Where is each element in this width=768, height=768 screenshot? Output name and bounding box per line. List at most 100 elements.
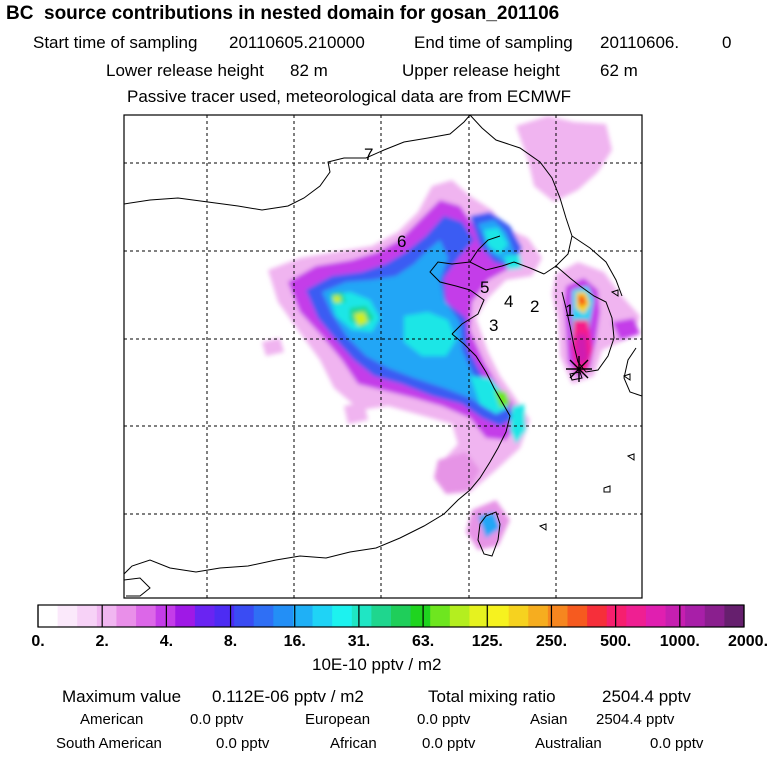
region-value-european: 0.0 pptv bbox=[417, 711, 471, 728]
island-hainan bbox=[124, 577, 151, 597]
region-value-american: 0.0 pptv bbox=[190, 711, 244, 728]
max-label: Maximum value bbox=[62, 687, 182, 706]
region-value-south-american: 0.0 pptv bbox=[216, 735, 270, 752]
region-label-4: 4 bbox=[504, 292, 513, 311]
colorbar-cell bbox=[508, 605, 529, 627]
colorbar-cell bbox=[626, 605, 647, 627]
island-taiwan bbox=[477, 511, 501, 557]
colorbar-tick-label: 16. bbox=[284, 633, 306, 650]
colorbar-cell bbox=[371, 605, 392, 627]
region-name-european: European bbox=[305, 711, 371, 728]
island-small-1 bbox=[603, 485, 611, 493]
colorbar-tick-label: 125. bbox=[472, 633, 503, 650]
colorbar-cell bbox=[391, 605, 412, 627]
coast-liaodong bbox=[469, 235, 501, 263]
colorbar-cell bbox=[449, 605, 470, 627]
colorbar-cell bbox=[567, 605, 588, 627]
region-label-3: 3 bbox=[489, 316, 498, 335]
colorbar-cell bbox=[469, 605, 490, 627]
colorbar-cell bbox=[312, 605, 333, 627]
receptor-star-icon bbox=[566, 356, 592, 382]
colorbar-cell bbox=[96, 605, 117, 627]
lower-release-label: Lower release height bbox=[106, 61, 264, 80]
lower-release-value: 82 m bbox=[290, 61, 328, 80]
plume-cyan-north bbox=[484, 228, 508, 254]
end-label: End time of sampling bbox=[414, 33, 573, 52]
island-small-5 bbox=[610, 289, 619, 297]
colorbar-cell bbox=[547, 605, 568, 627]
coast-korea bbox=[555, 265, 615, 373]
colorbar-cell bbox=[175, 605, 196, 627]
coast-korea-north bbox=[571, 235, 623, 297]
colorbar-cell bbox=[38, 605, 59, 627]
plume-cyan-3 bbox=[470, 376, 508, 414]
colorbar bbox=[37, 604, 745, 628]
island-small-4 bbox=[538, 523, 547, 531]
island-jeju bbox=[569, 371, 583, 381]
colorbar-cell bbox=[136, 605, 157, 627]
colorbar-cell bbox=[77, 605, 98, 627]
colorbar-cell bbox=[332, 605, 353, 627]
plume-cyan-4 bbox=[510, 404, 526, 444]
region-value-asian: 2504.4 pptv bbox=[596, 711, 675, 728]
plume-korea-red bbox=[578, 296, 586, 306]
map-frame bbox=[123, 114, 643, 599]
colorbar-cell bbox=[606, 605, 627, 627]
colorbar-tick-label: 500. bbox=[600, 633, 631, 650]
upper-release-value: 62 m bbox=[600, 61, 638, 80]
plume-small-sw bbox=[344, 402, 368, 424]
colorbar-unit: 10E-10 pptv / m2 bbox=[312, 655, 442, 674]
region-value-african: 0.0 pptv bbox=[422, 735, 476, 752]
region-label-5: 5 bbox=[480, 278, 489, 297]
plume-east-patch bbox=[612, 318, 640, 340]
end-suffix: 0 bbox=[722, 33, 732, 52]
plume-cyan-2 bbox=[404, 312, 456, 356]
plume-yellow-2 bbox=[333, 296, 341, 302]
colorbar-tick-label: 2. bbox=[96, 633, 109, 650]
plume-yellow-1 bbox=[354, 312, 368, 326]
colorbar-tick-label: 250. bbox=[536, 633, 567, 650]
colorbar-cell bbox=[234, 605, 255, 627]
colorbar-cell bbox=[528, 605, 549, 627]
region-name-south-american: South American bbox=[56, 735, 162, 752]
colorbar-cell bbox=[645, 605, 666, 627]
colorbar-tick-label: 63. bbox=[412, 633, 434, 650]
colorbar-tick-label: 31. bbox=[348, 633, 370, 650]
colorbar-cell bbox=[351, 605, 372, 627]
end-value: 20110606. bbox=[600, 33, 680, 52]
coast-bohai bbox=[429, 261, 545, 335]
coast-japan bbox=[623, 347, 642, 397]
colorbar-tick-label: 2000. bbox=[728, 633, 768, 650]
colorbar-cell bbox=[587, 605, 608, 627]
region-label-7: 7 bbox=[364, 145, 373, 164]
region-name-african: African bbox=[330, 735, 377, 752]
colorbar-tick-label: 4. bbox=[160, 633, 173, 650]
colorbar-cell bbox=[155, 605, 176, 627]
island-small-2 bbox=[626, 453, 635, 461]
max-value: 0.112E-06 pptv / m2 bbox=[212, 687, 364, 706]
colorbar-tick-label: 0. bbox=[31, 633, 44, 650]
colorbar-tick-label: 1000. bbox=[660, 633, 700, 650]
coast-china-east bbox=[124, 333, 511, 575]
colorbar-cell bbox=[724, 605, 745, 627]
total-label: Total mixing ratio bbox=[428, 687, 556, 706]
tracer-note: Passive tracer used, meteorological data… bbox=[127, 87, 572, 106]
colorbar-cell bbox=[194, 605, 215, 627]
colorbar-cell bbox=[253, 605, 274, 627]
colorbar-cell bbox=[214, 605, 235, 627]
island-small-3 bbox=[622, 373, 631, 381]
region-name-asian: Asian bbox=[530, 711, 568, 728]
colorbar-tick-label: 8. bbox=[224, 633, 237, 650]
colorbar-cell bbox=[489, 605, 510, 627]
region-value-australian: 0.0 pptv bbox=[650, 735, 704, 752]
grid-lines bbox=[124, 115, 642, 598]
plume-small-west bbox=[262, 338, 284, 356]
region-name-american: American bbox=[80, 711, 144, 728]
region-label-6: 6 bbox=[397, 232, 406, 251]
colorbar-cell bbox=[116, 605, 137, 627]
plume-layer bbox=[262, 116, 640, 550]
colorbar-cell bbox=[292, 605, 313, 627]
start-label: Start time of sampling bbox=[33, 33, 198, 52]
region-label-1: 1 bbox=[565, 301, 574, 320]
